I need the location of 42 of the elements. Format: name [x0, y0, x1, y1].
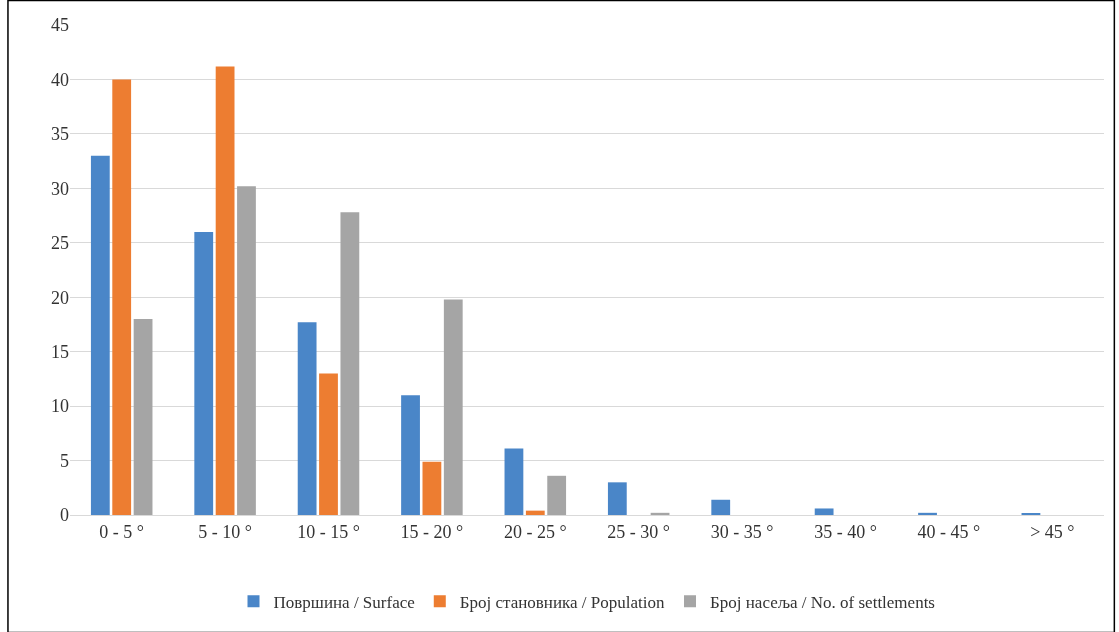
bar — [547, 475, 567, 515]
bar — [814, 508, 834, 515]
x-tick-label: 20 - 25 ° — [503, 521, 567, 542]
x-tick-label: 30 - 35 ° — [710, 521, 774, 542]
y-tick-label: 20 — [51, 287, 69, 308]
x-tick-label: 40 - 45 ° — [917, 521, 981, 542]
bar — [319, 373, 338, 515]
legend-label: Површина / Surface — [273, 592, 415, 612]
y-tick-label: 15 — [51, 341, 69, 362]
bar — [525, 510, 545, 515]
x-tick-label: 15 - 20 ° — [400, 521, 464, 542]
y-tick-label: 30 — [51, 178, 69, 199]
x-tick-label: 35 - 40 ° — [814, 521, 877, 542]
bar — [194, 231, 214, 515]
y-tick-label: 25 — [51, 233, 69, 254]
legend-label: Број становника / Population — [459, 592, 665, 612]
legend-label: Број насеља / No. of settlements — [710, 592, 935, 612]
x-tick-label: 0 - 5 ° — [99, 521, 145, 542]
bar — [422, 461, 442, 515]
bar — [401, 395, 420, 515]
bar — [237, 186, 256, 515]
bar — [918, 512, 937, 515]
bar — [133, 319, 153, 515]
x-tick-label: 10 - 15 ° — [297, 521, 360, 542]
y-tick-label: 10 — [51, 396, 69, 417]
y-tick-label: 0 — [60, 505, 69, 526]
y-tick-label: 40 — [51, 69, 69, 90]
x-tick-label: > 45 ° — [1030, 521, 1075, 542]
x-tick-label: 25 - 30 ° — [607, 521, 671, 542]
bar — [112, 79, 132, 515]
bar — [504, 448, 524, 515]
bar — [215, 66, 235, 515]
bar — [340, 212, 360, 515]
y-tick-label: 5 — [60, 450, 69, 471]
y-tick-label: 35 — [51, 124, 69, 145]
bar — [90, 155, 110, 515]
bar — [297, 322, 317, 515]
x-tick-label: 5 - 10 ° — [198, 521, 252, 542]
y-tick-label: 45 — [51, 15, 69, 36]
bar — [607, 482, 627, 515]
bar — [711, 499, 731, 515]
bar — [443, 299, 463, 515]
